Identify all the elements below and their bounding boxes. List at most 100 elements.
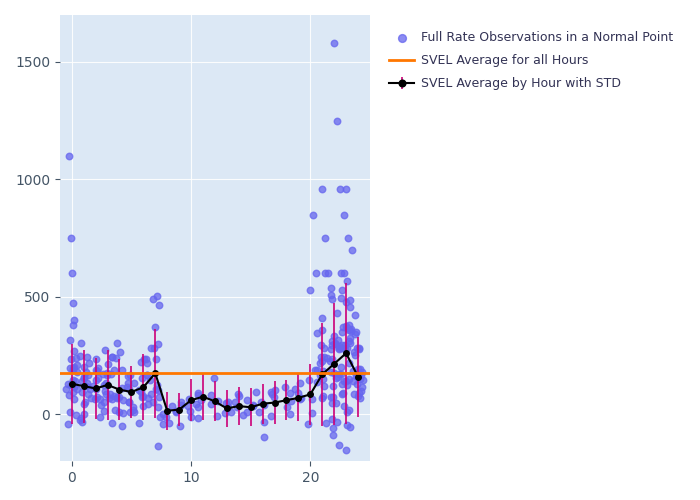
Full Rate Observations in a Normal Point — [136, 374, 148, 382]
Full Rate Observations in a Normal Point — [306, 395, 317, 403]
Full Rate Observations in a Normal Point — [326, 295, 337, 303]
Full Rate Observations in a Normal Point — [321, 354, 332, 362]
Full Rate Observations in a Normal Point — [67, 364, 78, 372]
Full Rate Observations in a Normal Point — [176, 398, 187, 406]
Legend: Full Rate Observations in a Normal Point, SVEL Average for all Hours, SVEL Avera: Full Rate Observations in a Normal Point… — [379, 21, 682, 100]
Full Rate Observations in a Normal Point — [171, 408, 182, 416]
Full Rate Observations in a Normal Point — [336, 364, 347, 372]
Full Rate Observations in a Normal Point — [312, 329, 323, 337]
Full Rate Observations in a Normal Point — [69, 394, 80, 402]
Full Rate Observations in a Normal Point — [345, 334, 356, 342]
Full Rate Observations in a Normal Point — [285, 388, 296, 396]
Full Rate Observations in a Normal Point — [142, 394, 153, 402]
Full Rate Observations in a Normal Point — [325, 393, 336, 401]
Full Rate Observations in a Normal Point — [352, 372, 363, 380]
Full Rate Observations in a Normal Point — [91, 376, 102, 384]
Full Rate Observations in a Normal Point — [106, 353, 118, 361]
Full Rate Observations in a Normal Point — [326, 292, 337, 300]
Full Rate Observations in a Normal Point — [333, 370, 344, 378]
Full Rate Observations in a Normal Point — [318, 375, 329, 383]
Full Rate Observations in a Normal Point — [342, 277, 353, 285]
Full Rate Observations in a Normal Point — [238, 411, 249, 419]
Full Rate Observations in a Normal Point — [339, 270, 350, 278]
Full Rate Observations in a Normal Point — [83, 371, 94, 379]
Full Rate Observations in a Normal Point — [108, 366, 120, 374]
Full Rate Observations in a Normal Point — [211, 412, 222, 420]
Full Rate Observations in a Normal Point — [90, 356, 101, 364]
Full Rate Observations in a Normal Point — [190, 400, 202, 408]
Full Rate Observations in a Normal Point — [152, 292, 163, 300]
Full Rate Observations in a Normal Point — [116, 422, 127, 430]
Full Rate Observations in a Normal Point — [79, 410, 90, 418]
Full Rate Observations in a Normal Point — [338, 377, 349, 385]
Full Rate Observations in a Normal Point — [332, 336, 344, 344]
Full Rate Observations in a Normal Point — [64, 408, 76, 416]
Full Rate Observations in a Normal Point — [99, 407, 110, 415]
Full Rate Observations in a Normal Point — [68, 376, 79, 384]
Full Rate Observations in a Normal Point — [141, 372, 152, 380]
Full Rate Observations in a Normal Point — [331, 309, 342, 317]
Full Rate Observations in a Normal Point — [311, 270, 322, 278]
Full Rate Observations in a Normal Point — [94, 396, 106, 404]
Full Rate Observations in a Normal Point — [296, 394, 307, 402]
Full Rate Observations in a Normal Point — [138, 392, 149, 400]
Full Rate Observations in a Normal Point — [63, 380, 74, 388]
Full Rate Observations in a Normal Point — [176, 400, 187, 408]
Full Rate Observations in a Normal Point — [341, 382, 352, 390]
Full Rate Observations in a Normal Point — [312, 366, 323, 374]
Full Rate Observations in a Normal Point — [152, 381, 163, 389]
SVEL Average for all Hours — [68, 370, 76, 376]
Full Rate Observations in a Normal Point — [330, 340, 341, 348]
Full Rate Observations in a Normal Point — [78, 374, 89, 382]
Full Rate Observations in a Normal Point — [102, 372, 113, 380]
Full Rate Observations in a Normal Point — [355, 394, 366, 402]
Full Rate Observations in a Normal Point — [326, 368, 337, 376]
Full Rate Observations in a Normal Point — [332, 373, 343, 381]
Full Rate Observations in a Normal Point — [328, 39, 339, 47]
Full Rate Observations in a Normal Point — [337, 322, 349, 330]
Full Rate Observations in a Normal Point — [111, 394, 122, 402]
Full Rate Observations in a Normal Point — [316, 394, 328, 402]
Full Rate Observations in a Normal Point — [334, 442, 345, 450]
Full Rate Observations in a Normal Point — [304, 286, 316, 294]
Full Rate Observations in a Normal Point — [139, 354, 150, 362]
Full Rate Observations in a Normal Point — [259, 434, 270, 442]
Full Rate Observations in a Normal Point — [64, 152, 75, 160]
Full Rate Observations in a Normal Point — [98, 382, 109, 390]
Full Rate Observations in a Normal Point — [302, 420, 314, 428]
Full Rate Observations in a Normal Point — [354, 346, 365, 354]
Full Rate Observations in a Normal Point — [349, 350, 360, 358]
Full Rate Observations in a Normal Point — [328, 382, 339, 390]
Full Rate Observations in a Normal Point — [195, 396, 206, 404]
Full Rate Observations in a Normal Point — [354, 389, 365, 397]
Full Rate Observations in a Normal Point — [349, 330, 360, 338]
Full Rate Observations in a Normal Point — [67, 321, 78, 329]
Full Rate Observations in a Normal Point — [80, 398, 91, 406]
Full Rate Observations in a Normal Point — [76, 340, 87, 347]
Full Rate Observations in a Normal Point — [303, 376, 314, 384]
Full Rate Observations in a Normal Point — [80, 368, 92, 376]
Full Rate Observations in a Normal Point — [128, 379, 139, 387]
Full Rate Observations in a Normal Point — [61, 385, 72, 393]
Full Rate Observations in a Normal Point — [317, 367, 328, 375]
Full Rate Observations in a Normal Point — [336, 328, 347, 336]
Full Rate Observations in a Normal Point — [74, 416, 85, 424]
Full Rate Observations in a Normal Point — [153, 442, 164, 450]
Full Rate Observations in a Normal Point — [349, 390, 360, 398]
Full Rate Observations in a Normal Point — [158, 420, 169, 428]
Full Rate Observations in a Normal Point — [80, 382, 91, 390]
Full Rate Observations in a Normal Point — [337, 342, 348, 349]
Full Rate Observations in a Normal Point — [83, 359, 94, 367]
Full Rate Observations in a Normal Point — [125, 370, 136, 378]
Full Rate Observations in a Normal Point — [340, 298, 351, 306]
Full Rate Observations in a Normal Point — [68, 366, 79, 374]
Full Rate Observations in a Normal Point — [316, 326, 328, 334]
Full Rate Observations in a Normal Point — [129, 408, 140, 416]
Full Rate Observations in a Normal Point — [335, 294, 346, 302]
Full Rate Observations in a Normal Point — [104, 390, 116, 398]
Full Rate Observations in a Normal Point — [99, 388, 111, 396]
Full Rate Observations in a Normal Point — [68, 380, 79, 388]
Full Rate Observations in a Normal Point — [92, 364, 103, 372]
Full Rate Observations in a Normal Point — [69, 316, 80, 324]
Full Rate Observations in a Normal Point — [341, 322, 352, 330]
